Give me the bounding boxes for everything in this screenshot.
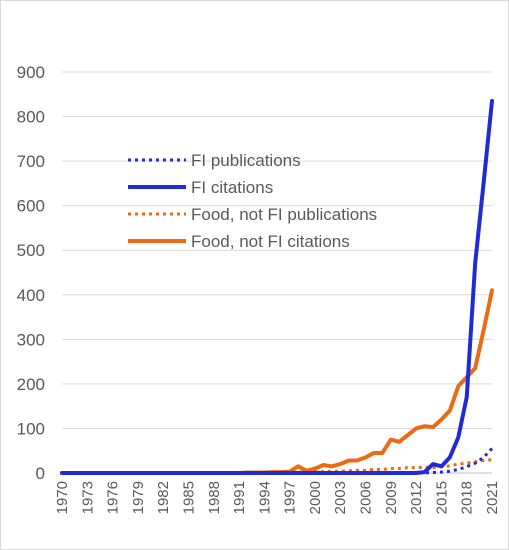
y-tick-label: 800 <box>17 108 45 127</box>
series-lines <box>60 98 494 475</box>
x-tick-label: 1997 <box>282 481 299 514</box>
x-tick-label: 1991 <box>231 481 248 514</box>
gridlines <box>62 71 492 474</box>
x-tick-label: 1985 <box>180 481 197 514</box>
series-line-food-not-fi-citations <box>60 288 494 475</box>
x-tick-label: 2021 <box>484 481 501 514</box>
x-tick-label: 2015 <box>433 481 450 514</box>
x-axis-ticks: 1970 1973 1976 1979 1982 1985 1988 1991 1994 1997… <box>54 481 501 514</box>
y-tick-label: 300 <box>17 330 45 349</box>
x-tick-label: 1994 <box>256 481 273 514</box>
x-tick-label: 2003 <box>332 481 349 514</box>
x-tick-label: 1970 <box>54 481 71 514</box>
legend-label: Food, not FI publications <box>191 205 377 224</box>
y-tick-label: 600 <box>17 197 45 216</box>
legend-label: Food, not FI citations <box>191 232 350 251</box>
y-tick-label: 0 <box>36 464 45 483</box>
x-tick-label: 1988 <box>206 481 223 514</box>
x-tick-label: 1976 <box>105 481 122 514</box>
x-tick-label: 2018 <box>459 481 476 514</box>
y-tick-label: 700 <box>17 152 45 171</box>
y-tick-label: 900 <box>17 63 45 82</box>
y-tick-label: 400 <box>17 286 45 305</box>
y-tick-label: 100 <box>17 419 45 438</box>
series-line-fi-citations <box>60 98 494 475</box>
legend-label: FI citations <box>191 178 273 197</box>
legend-label: FI publications <box>191 151 301 170</box>
x-tick-label: 1979 <box>130 481 147 514</box>
y-axis-ticks: 0 100 200 300 400 500 600 700 800 900 <box>17 63 45 483</box>
x-tick-label: 2006 <box>358 481 375 514</box>
legend: FI publications FI citations Food, not FI … <box>128 151 377 251</box>
y-tick-label: 500 <box>17 241 45 260</box>
x-tick-label: 2009 <box>383 481 400 514</box>
y-tick-label: 200 <box>17 375 45 394</box>
x-tick-label: 1973 <box>79 481 96 514</box>
x-tick-label: 2012 <box>408 481 425 514</box>
x-tick-label: 1982 <box>155 481 172 514</box>
x-tick-label: 2000 <box>307 481 324 514</box>
